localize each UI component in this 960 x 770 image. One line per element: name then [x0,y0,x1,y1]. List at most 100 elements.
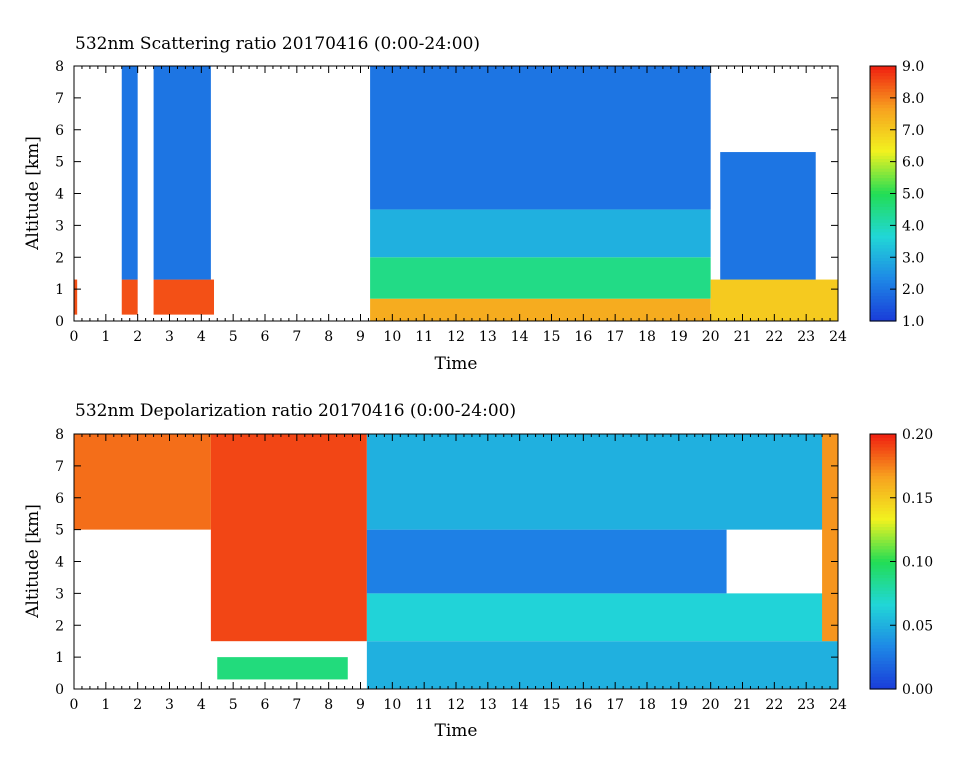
scattering-y-axis-label: Altitude [km] [23,136,43,251]
x-tick-label-16: 16 [574,697,592,713]
colorbar-segment-57 [870,504,896,508]
colorbar-segment-45 [870,542,896,547]
colorbar-segment-15 [870,270,896,274]
colorbar-segment-72 [870,88,896,93]
colorbar-segment-74 [870,449,896,454]
colorbar-segment-11 [870,282,896,287]
colorbar-segment-70 [870,462,896,467]
heatmap-region-2 [217,657,348,680]
x-tick-label-10: 10 [383,329,401,345]
colorbar-segment-73 [870,453,896,457]
x-tick-label-3: 3 [165,329,174,345]
colorbar-segment-1 [870,682,896,687]
colorbar-segment-78 [870,69,896,73]
x-tick-label-12: 12 [447,697,465,713]
x-tick-label-3: 3 [165,697,174,713]
x-tick-label-9: 9 [356,697,365,713]
colorbar-segment-65 [870,478,896,483]
colorbar-segment-74 [870,81,896,86]
scattering-ratio-panel: 532nm Scattering ratio 20170416 (0:00-24… [23,34,924,374]
colorbar-segment-69 [870,465,896,470]
x-tick-label-4: 4 [197,697,206,713]
colorbar-segment-24 [870,241,896,246]
colorbar-segment-14 [870,641,896,645]
x-tick-label-18: 18 [638,329,656,345]
colorbar-segment-78 [870,437,896,441]
x-tick-label-23: 23 [797,697,815,713]
colorbar-segment-13 [870,644,896,649]
colorbar-segment-1 [870,314,896,319]
colorbar-tick-label-8: 9.0 [902,59,924,75]
depolarization-colorbar: 0.00 0.05 0.10 0.15 0.20 [869,427,933,698]
y-tick-label-7: 7 [55,91,64,107]
colorbar-segment-62 [870,120,896,124]
colorbar-segment-52 [870,152,896,156]
colorbar-segment-21 [870,250,896,255]
colorbar-segment-6 [870,666,896,671]
colorbar-segment-29 [870,225,896,230]
colorbar-segment-18 [870,628,896,633]
colorbar-segment-12 [870,647,896,652]
heatmap-region-2 [370,298,711,321]
colorbar-segment-75 [870,446,896,451]
x-tick-label-5: 5 [229,697,238,713]
heatmap-region-7 [720,152,816,280]
x-tick-label-6: 6 [261,697,270,713]
y-tick-label-5: 5 [55,155,64,171]
x-tick-label-18: 18 [638,697,656,713]
colorbar-segment-29 [870,593,896,598]
depolarization-x-ticks: 0 1 2 3 4 5 6 7 8 9 10 11 12 13 14 15 16 17 18 19 20 21 22 23 24 [70,434,847,713]
x-tick-label-15: 15 [543,697,561,713]
colorbar-segment-23 [870,612,896,617]
colorbar-segment-54 [870,513,896,518]
x-tick-label-1: 1 [101,697,110,713]
x-tick-label-2: 2 [133,329,142,345]
colorbar-segment-49 [870,161,896,166]
heatmap-region-1 [118,66,211,280]
colorbar-segment-58 [870,132,896,137]
missing-data-region-0 [77,66,122,321]
colorbar-segment-22 [870,615,896,620]
colorbar-segment-79 [870,66,896,70]
x-tick-label-17: 17 [606,329,624,345]
colorbar-segment-19 [870,625,896,630]
colorbar-tick-label-1: 2.0 [902,282,924,298]
colorbar-segment-33 [870,580,896,585]
y-tick-label-6: 6 [55,491,64,507]
colorbar-segment-65 [870,110,896,115]
depolarization-ratio-title: 532nm Depolarization ratio 20170416 (0:0… [75,401,516,421]
colorbar-segment-76 [870,75,896,80]
x-tick-label-21: 21 [734,329,752,345]
colorbar-segment-49 [870,529,896,534]
colorbar-segment-67 [870,104,896,109]
scattering-x-axis-label: Time [435,354,478,374]
colorbar-segment-28 [870,228,896,233]
colorbar-segment-16 [870,266,896,271]
colorbar-segment-55 [870,510,896,515]
colorbar-segment-38 [870,196,896,201]
colorbar-segment-51 [870,155,896,160]
colorbar-segment-44 [870,177,896,182]
y-tick-label-1: 1 [55,650,64,666]
x-tick-label-4: 4 [197,329,206,345]
colorbar-segment-27 [870,599,896,604]
colorbar-segment-50 [870,158,896,163]
colorbar-segment-42 [870,183,896,188]
x-tick-label-5: 5 [229,329,238,345]
x-tick-label-8: 8 [324,697,333,713]
colorbar-segment-16 [870,634,896,639]
x-tick-label-9: 9 [356,329,365,345]
x-tick-label-11: 11 [415,697,433,713]
scattering-x-ticks: 0 1 2 3 4 5 6 7 8 9 10 11 12 13 14 15 16 17 18 19 20 21 22 23 24 [70,66,847,345]
colorbar-segment-66 [870,475,896,480]
colorbar-segment-34 [870,577,896,582]
colorbar-segment-41 [870,555,896,559]
heatmap-region-3 [370,257,711,299]
colorbar-segment-75 [870,78,896,83]
colorbar-segment-42 [870,551,896,556]
colorbar-segment-76 [870,443,896,448]
x-tick-label-2: 2 [133,697,142,713]
colorbar-segment-7 [870,295,896,300]
colorbar-segment-28 [870,596,896,601]
x-tick-label-17: 17 [606,697,624,713]
